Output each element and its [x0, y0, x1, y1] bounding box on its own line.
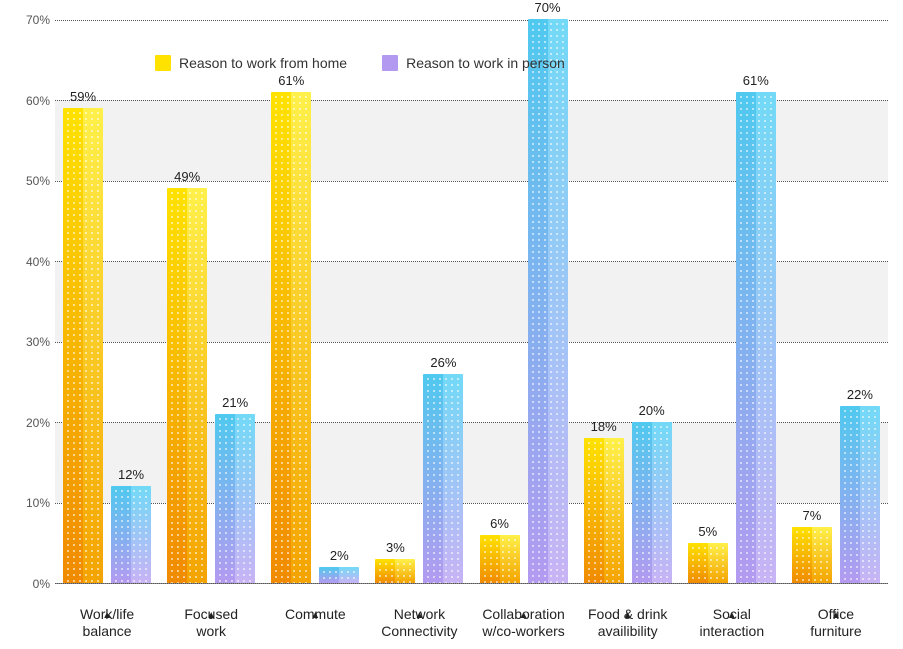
bar-value-label: 20%	[639, 403, 665, 418]
y-tick-label: 0%	[15, 577, 50, 591]
bar-value-label: 18%	[591, 419, 617, 434]
x-tick-icon: ▲	[310, 610, 320, 622]
home-bar: 7%	[792, 527, 832, 583]
x-tick-icon: ▲	[102, 610, 112, 622]
x-axis: ▲Work/lifebalance▲Focusedwork▲Commute▲Ne…	[55, 584, 888, 649]
y-tick-label: 20%	[15, 416, 50, 430]
home-bar: 3%	[375, 559, 415, 583]
legend-label: Reason to work from home	[179, 55, 347, 71]
category-group: 3% 26%	[367, 20, 471, 583]
x-tick-icon: ▲	[206, 610, 216, 622]
x-tick-icon: ▲	[727, 610, 737, 622]
y-tick-label: 70%	[15, 13, 50, 27]
home-swatch-icon	[155, 55, 171, 71]
bar-value-label: 70%	[535, 0, 561, 15]
x-tick-icon: ▲	[414, 610, 424, 622]
bar-value-label: 2%	[330, 548, 349, 563]
office-bar: 2%	[319, 567, 359, 583]
bar-value-label: 61%	[278, 73, 304, 88]
category-group: 7%22%	[784, 20, 888, 583]
bar-value-label: 22%	[847, 387, 873, 402]
y-tick-label: 10%	[15, 496, 50, 510]
bar-value-label: 59%	[70, 89, 96, 104]
legend-item: Reason to work in person	[382, 55, 565, 71]
category-group: 5%61%	[680, 20, 784, 583]
x-tick-icon: ▲	[519, 610, 529, 622]
home-bar: 59%	[63, 108, 103, 583]
y-tick-label: 30%	[15, 335, 50, 349]
bar-groups: 59%12%49%21%61%2%3%26%6%70%18%20%5%61%7%…	[55, 20, 888, 583]
bar-value-label: 5%	[698, 524, 717, 539]
office-bar: 26%	[423, 374, 463, 583]
office-bar: 70%	[528, 19, 568, 583]
legend: Reason to work from home Reason to work i…	[155, 55, 565, 71]
office-bar: 22%	[840, 406, 880, 583]
plot-area: Reason to work from home Reason to work i…	[55, 20, 888, 584]
y-tick-label: 40%	[15, 255, 50, 269]
home-bar: 49%	[167, 188, 207, 583]
office-bar: 61%	[736, 92, 776, 583]
y-tick-label: 60%	[15, 94, 50, 108]
category-group: 59%12%	[55, 20, 159, 583]
bar-value-label: 3%	[386, 540, 405, 555]
y-tick-label: 50%	[15, 174, 50, 188]
home-bar: 5%	[688, 543, 728, 583]
bar-value-label: 7%	[803, 508, 822, 523]
legend-item: Reason to work from home	[155, 55, 347, 71]
wfh-vs-office-bar-chart: Reason to work from home Reason to work i…	[0, 0, 903, 649]
x-tick-icon: ▲	[623, 610, 633, 622]
bar-value-label: 6%	[490, 516, 509, 531]
x-tick-icon: ▲	[831, 610, 841, 622]
office-swatch-icon	[382, 55, 398, 71]
home-bar: 18%	[584, 438, 624, 583]
home-bar: 6%	[480, 535, 520, 583]
category-group: 18%20%	[576, 20, 680, 583]
bar-value-label: 49%	[174, 169, 200, 184]
office-bar: 20%	[632, 422, 672, 583]
bar-value-label: 61%	[743, 73, 769, 88]
home-bar: 61%	[271, 92, 311, 583]
bar-value-label: 26%	[430, 355, 456, 370]
category-group: 61% 2%	[263, 20, 367, 583]
bar-value-label: 12%	[118, 467, 144, 482]
category-group: 6%70%	[472, 20, 576, 583]
office-bar: 21%	[215, 414, 255, 583]
category-group: 49%21%	[159, 20, 263, 583]
bar-value-label: 21%	[222, 395, 248, 410]
office-bar: 12%	[111, 486, 151, 583]
legend-label: Reason to work in person	[406, 55, 565, 71]
